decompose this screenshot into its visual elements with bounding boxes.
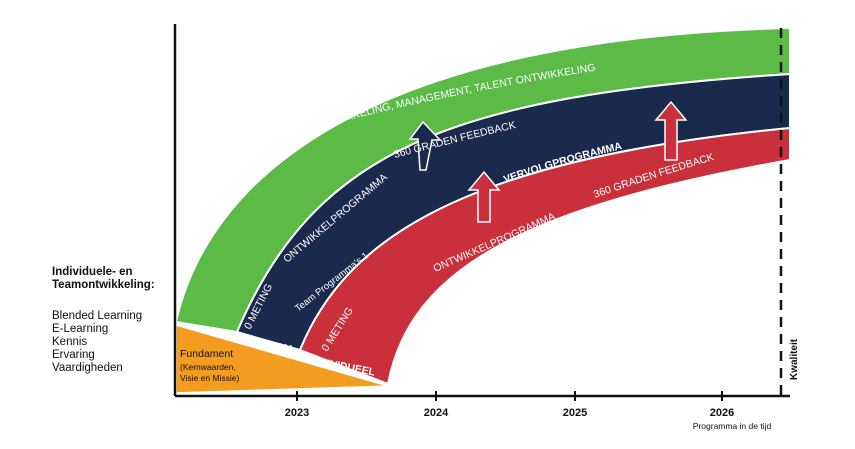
list-item: E-Learning [52,323,109,335]
y-axis-caption: Kwaliteit [789,338,800,380]
list-item: Ervaring [52,349,95,361]
red-up-arrow-right [654,100,688,161]
list-item: Blended Learning [52,310,143,322]
list-item: Vaardigheden [52,362,123,374]
foundation-subtitle-line2: Visie en Missie) [180,373,240,383]
year-label-2023: 2023 [285,407,309,419]
year-label-2024: 2024 [424,407,449,419]
side-panel-heading-line1: Individuele- en [52,266,133,278]
side-panel: Individuele- en Teamontwikkeling: Blende… [52,266,177,375]
year-label-2026: 2026 [710,407,734,419]
side-panel-heading-line2: Teamontwikkeling: [52,279,155,291]
foundation-subtitle-line1: (Kernwaarden, [180,362,236,372]
side-panel-list: Blended Learning E-Learning Kennis Ervar… [52,310,177,375]
year-label-2025: 2025 [563,407,587,419]
red-up-arrow-left [467,170,501,223]
foundation-title: Fundament [180,348,233,360]
year-ticks [296,391,723,401]
navy-up-arrow [408,120,442,171]
list-item: Kennis [52,336,88,348]
team-tag: TEAM [261,338,293,356]
side-panel-heading: Individuele- en Teamontwikkeling: [52,266,177,292]
individual-band [298,126,791,386]
x-axis-caption: Programma in de tijd [693,421,772,431]
